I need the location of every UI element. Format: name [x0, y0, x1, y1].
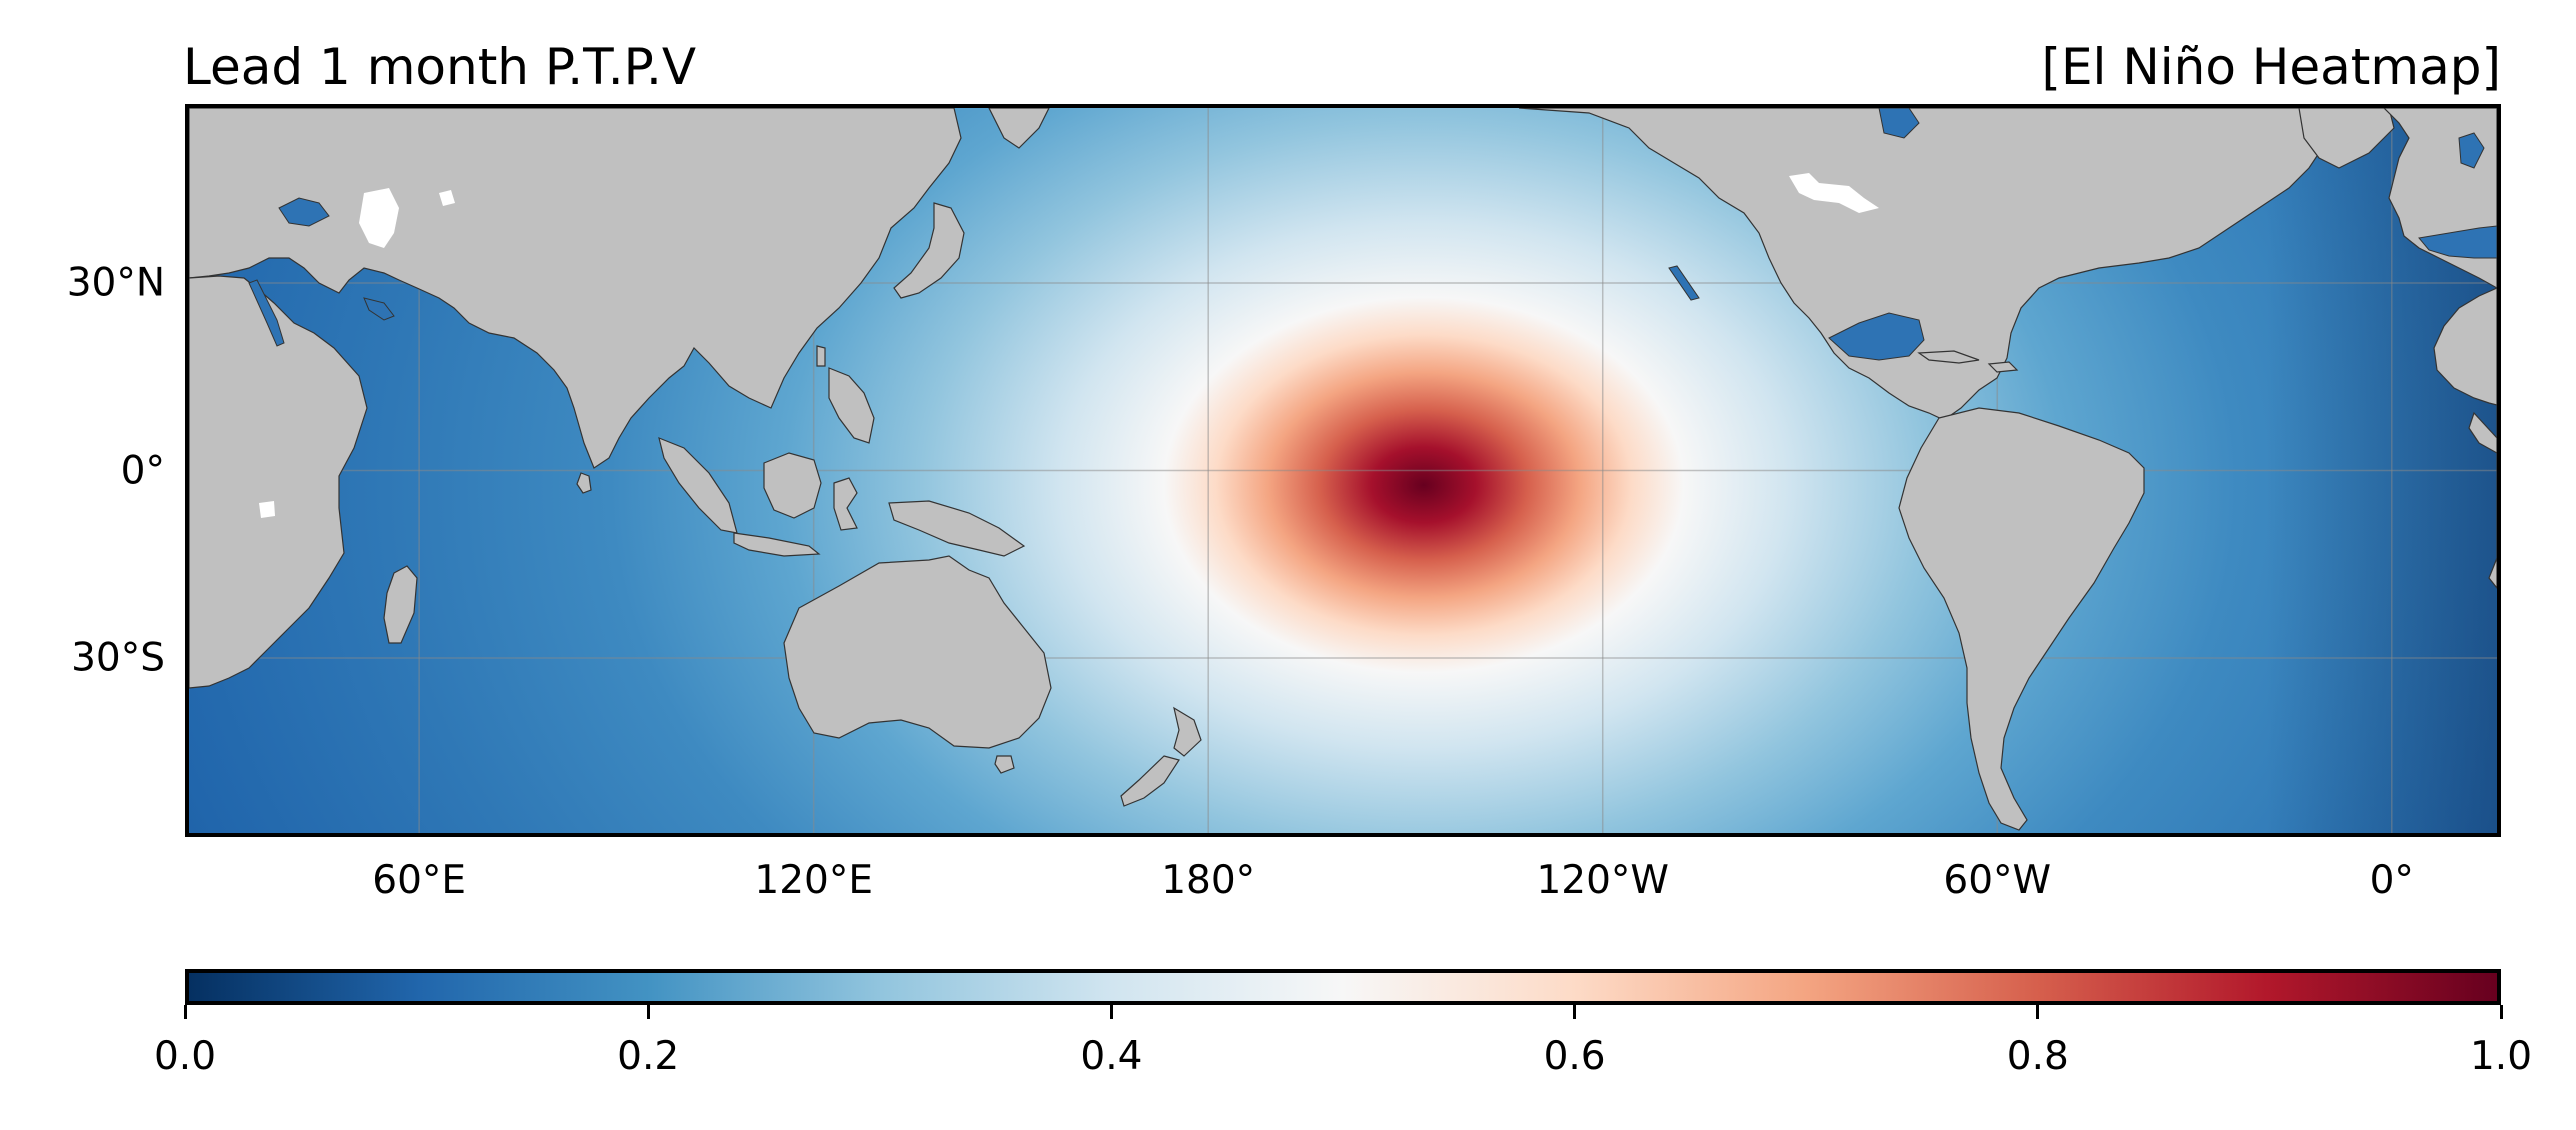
- sea-mediterranean: [2418, 225, 2497, 259]
- land-west-africa: [2433, 287, 2497, 589]
- land-hispaniola: [1987, 361, 2019, 373]
- lon-tick-label: 60°E: [372, 858, 467, 903]
- sea-red: [248, 279, 285, 347]
- lake-aral: [439, 190, 455, 206]
- sea-black: [278, 197, 330, 227]
- colorbar-tick-label: 0.2: [617, 1034, 680, 1079]
- lon-tick-label: 180°: [1161, 858, 1256, 903]
- lat-tick-label: 30°N: [66, 260, 165, 306]
- lake-great-lakes: [1789, 173, 1879, 213]
- colorbar-tick-mark: [2036, 1005, 2040, 1019]
- land-philippines: [828, 367, 875, 444]
- colorbar-tick-mark: [646, 1005, 650, 1019]
- lon-tick-label: 60°W: [1943, 858, 2052, 903]
- land-new-zealand-north: [1173, 706, 1202, 757]
- seas: [248, 108, 2497, 361]
- colorbar-tick-mark: [183, 1005, 187, 1019]
- lon-tick-label: 120°E: [754, 858, 873, 903]
- lake-victoria: [259, 501, 275, 518]
- map-title: Lead 1 month P.T.P.V: [183, 38, 697, 96]
- land-madagascar: [383, 565, 418, 644]
- land-taiwan: [816, 345, 826, 367]
- land-borneo: [763, 452, 822, 519]
- colorbar-tick-mark: [1573, 1005, 1577, 1019]
- land-tasmania: [994, 755, 1015, 774]
- land-kamchatka: [988, 108, 1050, 149]
- colorbar-tick-label: 0.8: [2006, 1034, 2069, 1079]
- colorbar: [185, 969, 2501, 1005]
- land-north-america: [1518, 108, 2340, 421]
- heatmap-map: [189, 108, 2497, 833]
- lake-caspian: [359, 188, 399, 248]
- sea-hudson: [1878, 108, 1920, 139]
- map-subtitle: [El Niño Heatmap]: [2041, 38, 2501, 96]
- colorbar-gradient: [189, 973, 2497, 1001]
- sea-persian-gulf: [363, 297, 395, 321]
- land-new-zealand-south: [1120, 755, 1180, 807]
- gulf-of-california: [1668, 265, 1700, 301]
- lon-tick-label: 0°: [2369, 858, 2414, 903]
- map-panel: [185, 104, 2501, 837]
- colorbar-tick-label: 0.6: [1543, 1034, 1606, 1079]
- land-south-america: [1898, 407, 2145, 831]
- land-cuba: [1917, 350, 1980, 364]
- land-new-guinea: [888, 500, 1026, 557]
- land-sri-lanka: [576, 472, 592, 494]
- sea-baltic: [2458, 132, 2485, 169]
- colorbar-tick-mark: [1109, 1005, 1113, 1019]
- land-australia: [783, 555, 1052, 749]
- lat-tick-label: 0°: [120, 448, 165, 493]
- lat-tick-label: 30°S: [71, 635, 165, 681]
- colorbar-tick-label: 0.4: [1080, 1034, 1143, 1079]
- land-java: [733, 532, 821, 557]
- colorbar-tick-mark: [2499, 1005, 2503, 1019]
- colorbar-tick-label: 0.0: [153, 1034, 217, 1079]
- lakes: [259, 173, 1879, 518]
- gulf-of-mexico: [1828, 312, 1925, 361]
- colorbar-tick-label: 1.0: [2469, 1034, 2533, 1079]
- lon-tick-label: 120°W: [1536, 858, 1669, 903]
- landmasses: [189, 108, 2497, 831]
- land-sulawesi: [833, 477, 858, 531]
- land-africa: [189, 275, 368, 689]
- land-sumatra: [658, 437, 738, 534]
- land-japan: [893, 202, 965, 299]
